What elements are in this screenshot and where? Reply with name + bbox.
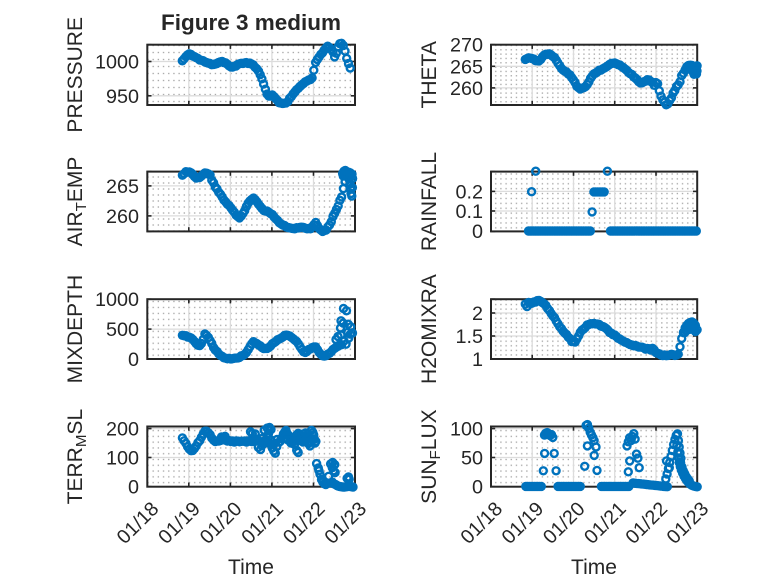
svg-text:THETA: THETA: [418, 41, 441, 108]
svg-text:1: 1: [472, 349, 483, 371]
svg-text:Time: Time: [228, 556, 274, 579]
svg-text:270: 270: [450, 35, 483, 57]
svg-text:950: 950: [106, 86, 139, 108]
svg-text:1000: 1000: [95, 52, 139, 74]
svg-text:100: 100: [450, 419, 483, 441]
svg-text:Figure 3 medium: Figure 3 medium: [161, 10, 341, 35]
svg-text:260: 260: [106, 206, 139, 228]
svg-text:AIRTEMP: AIRTEMP: [64, 157, 90, 247]
svg-text:TERRMSL: TERRMSL: [64, 409, 90, 504]
svg-text:265: 265: [450, 56, 483, 78]
svg-text:RAINFALL: RAINFALL: [418, 152, 441, 251]
svg-text:SUNFLUX: SUNFLUX: [418, 409, 444, 503]
svg-text:2: 2: [472, 303, 483, 325]
svg-text:0.1: 0.1: [456, 201, 484, 223]
svg-text:1000: 1000: [95, 289, 139, 311]
svg-text:200: 200: [106, 419, 139, 441]
svg-text:50: 50: [461, 448, 483, 470]
svg-text:0: 0: [472, 477, 483, 499]
svg-text:100: 100: [106, 448, 139, 470]
svg-text:0.2: 0.2: [456, 181, 484, 203]
svg-text:0: 0: [472, 221, 483, 243]
svg-text:1.5: 1.5: [456, 326, 484, 348]
svg-text:260: 260: [450, 78, 483, 100]
svg-text:500: 500: [106, 319, 139, 341]
svg-text:PRESSURE: PRESSURE: [64, 17, 87, 133]
svg-text:H2OMIXRA: H2OMIXRA: [418, 274, 441, 384]
svg-text:265: 265: [106, 176, 139, 198]
svg-text:Time: Time: [571, 556, 617, 579]
svg-text:0: 0: [128, 349, 139, 371]
svg-text:MIXDEPTH: MIXDEPTH: [64, 275, 87, 384]
svg-text:0: 0: [128, 477, 139, 499]
